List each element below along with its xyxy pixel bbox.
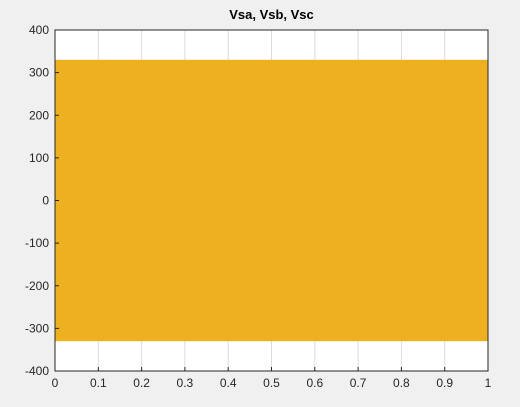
y-tick-label: 100 bbox=[29, 151, 49, 165]
x-tick-label: 1 bbox=[485, 376, 492, 390]
x-tick-label: 0.9 bbox=[436, 376, 453, 390]
y-tick-label: -400 bbox=[25, 364, 49, 378]
x-tick-label: 0.7 bbox=[350, 376, 367, 390]
x-tick-label: 0.6 bbox=[306, 376, 323, 390]
x-tick-label: 0.8 bbox=[393, 376, 410, 390]
x-tick-label: 0.3 bbox=[177, 376, 194, 390]
y-axis-ticks: 400 300 200 100 0 -100 -200 -300 -400 bbox=[25, 23, 59, 378]
y-tick-label: -300 bbox=[25, 321, 49, 335]
x-tick-label: 0.4 bbox=[220, 376, 237, 390]
chart-title: Vsa, Vsb, Vsc bbox=[229, 7, 314, 22]
x-axis-ticks: 0 0.1 0.2 0.3 0.4 0.5 0.6 0.7 0.8 0.9 1 bbox=[52, 367, 492, 390]
x-tick-label: 0.1 bbox=[90, 376, 107, 390]
y-tick-label: -100 bbox=[25, 236, 49, 250]
x-tick-label: 0.5 bbox=[263, 376, 280, 390]
x-tick-label: 0 bbox=[52, 376, 59, 390]
y-tick-label: -200 bbox=[25, 279, 49, 293]
series-envelope bbox=[55, 59, 488, 342]
y-tick-label: 0 bbox=[42, 194, 49, 208]
y-tick-label: 300 bbox=[29, 66, 49, 80]
y-tick-label: 200 bbox=[29, 108, 49, 122]
y-tick-label: 400 bbox=[29, 23, 49, 37]
x-tick-label: 0.2 bbox=[133, 376, 150, 390]
